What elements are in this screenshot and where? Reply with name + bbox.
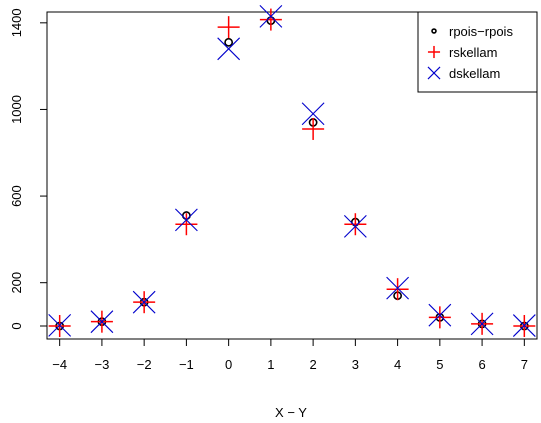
point-cross-b (343, 215, 367, 238)
x-tick-label: 0 (225, 357, 232, 372)
point-circle (224, 37, 234, 47)
x-axis: −4 −3 −2 −1 0 1 2 3 4 5 6 7 (52, 339, 528, 372)
x-tick-label: −2 (137, 357, 152, 372)
y-tick-label: 1400 (9, 8, 24, 37)
y-tick-label: 0 (9, 322, 24, 329)
point-cross (217, 37, 241, 61)
legend-symbol-plus (427, 45, 441, 59)
data-marks (48, 4, 536, 338)
x-tick-label: 1 (267, 357, 274, 372)
plot-frame (46, 11, 538, 340)
point-cross (259, 4, 283, 28)
x-tick-label: 5 (436, 357, 443, 372)
point-plus (259, 8, 282, 31)
x-axis-title: X − Y (275, 405, 307, 420)
legend-symbol-circle (431, 28, 437, 34)
point-cross (48, 313, 72, 337)
point-cross-b (259, 4, 283, 28)
point-plus (302, 117, 325, 140)
x-tick-label: −4 (52, 357, 67, 372)
x-tick-label: 7 (521, 357, 528, 372)
point-plus (175, 213, 198, 236)
point-cross (90, 310, 114, 334)
x-tick-label: 6 (478, 357, 485, 372)
point-cross-b (428, 303, 452, 327)
point-cross-b (175, 208, 198, 232)
point-cross (512, 314, 536, 337)
legend-label: dskellam (449, 66, 500, 81)
point-cross (175, 208, 198, 232)
point-plus (386, 278, 409, 301)
x-tick-label: 3 (352, 357, 359, 372)
point-cross (301, 102, 325, 126)
point-cross-b (470, 312, 494, 336)
point-plus (428, 306, 451, 329)
point-cross-b (132, 290, 156, 314)
legend-symbol-cross-b (427, 66, 441, 80)
legend-label: rpois−rpois (449, 24, 513, 39)
y-tick-label: 1000 (9, 95, 24, 124)
point-cross-b (217, 37, 241, 61)
y-tick-label: 600 (9, 185, 24, 207)
point-cross-b (512, 314, 536, 337)
point-cross (132, 290, 156, 314)
x-tick-label: −3 (94, 357, 109, 372)
point-cross-b (301, 102, 325, 126)
series-2 (48, 4, 536, 337)
legend: rpois−rpois rskellam dskellam (417, 11, 538, 93)
legend-symbol-cross (427, 66, 441, 80)
point-cross (343, 215, 367, 238)
point-plus (344, 213, 367, 236)
legend-label: rskellam (449, 45, 497, 60)
point-cross (470, 312, 494, 336)
x-tick-label: −1 (179, 357, 194, 372)
point-cross-b (90, 310, 114, 334)
point-cross (428, 303, 452, 327)
x-tick-label: 4 (394, 357, 401, 372)
point-cross-b (48, 313, 72, 337)
x-tick-label: 2 (310, 357, 317, 372)
point-plus (217, 16, 240, 39)
y-axis: 0 200 600 1000 1400 (9, 8, 47, 330)
point-cross-b (386, 276, 409, 300)
point-cross (386, 276, 409, 300)
y-tick-label: 200 (9, 272, 24, 294)
